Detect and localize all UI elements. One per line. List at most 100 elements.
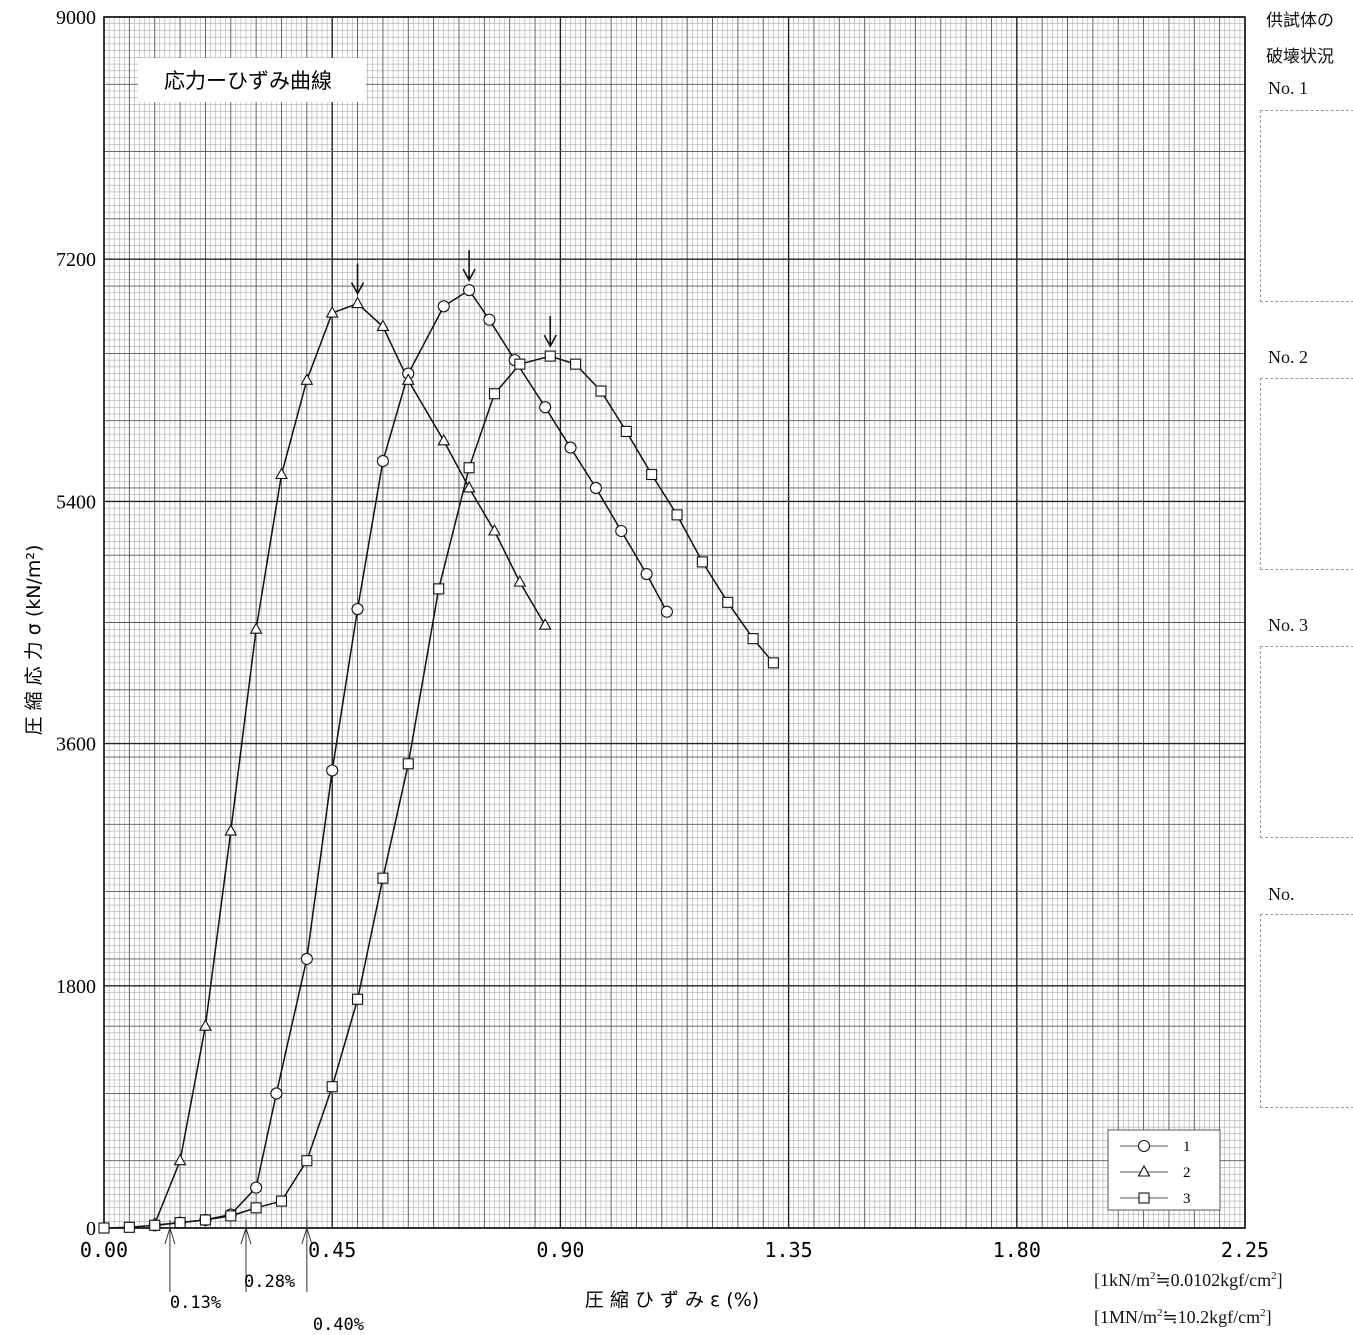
- panel-label-1: No. 1: [1268, 78, 1308, 98]
- point-marker-square: [747, 633, 759, 645]
- point-marker-triangle: [300, 373, 314, 385]
- legend-label: 2: [1183, 1165, 1191, 1181]
- point-marker-circle: [640, 568, 653, 581]
- point-marker-square: [149, 1219, 161, 1231]
- point-marker-triangle: [462, 480, 476, 493]
- x-tick-label: 0.45: [308, 1238, 356, 1262]
- point-marker-triangle: [224, 823, 238, 836]
- point-marker-square: [646, 468, 658, 481]
- x-tick-label: 2.25: [1221, 1238, 1269, 1262]
- point-marker-square: [174, 1217, 186, 1229]
- unit-note-1: [1kN/m2≒0.0102kgf/cm2]: [1094, 1270, 1283, 1290]
- intercept-arrow: [164, 1226, 176, 1245]
- point-marker-square: [514, 358, 526, 370]
- intercept-arrow: [301, 1226, 313, 1245]
- x-tick-label: 0.00: [80, 1238, 128, 1262]
- point-marker-triangle: [488, 523, 501, 536]
- point-marker-circle: [250, 1181, 263, 1194]
- point-marker-square: [402, 758, 414, 770]
- series-line-1: [154, 289, 668, 1227]
- point-marker-square: [352, 993, 364, 1005]
- x-tick-labels: 0.00 0.45 0.90 1.35 1.80 2.25: [80, 1238, 1269, 1262]
- legend-label: 1: [1183, 1139, 1191, 1155]
- point-marker-circle: [463, 284, 476, 297]
- y-axis-label: 圧 縮 応 力 σ (kN/m²): [23, 545, 45, 736]
- point-marker-circle: [300, 952, 313, 965]
- series-markers: [98, 284, 779, 1234]
- y-tick-label: 0: [86, 1218, 96, 1240]
- point-marker-square: [463, 462, 475, 474]
- peak-arrow-1: [462, 250, 476, 282]
- point-marker-square: [488, 388, 501, 400]
- point-marker-square: [767, 657, 779, 669]
- unit-note-2: [1MN/m2≒10.2kgf/cm2]: [1094, 1307, 1272, 1327]
- failure-panel-2: [1260, 378, 1353, 570]
- point-marker-square: [671, 509, 683, 521]
- point-marker-triangle: [351, 296, 364, 309]
- y-tick-label: 7200: [56, 249, 96, 271]
- point-marker-square: [620, 425, 632, 437]
- chart-title-box: [138, 58, 366, 102]
- point-marker-triangle: [513, 574, 527, 587]
- x-tick-label: 1.35: [765, 1238, 813, 1262]
- point-marker-circle: [539, 401, 552, 414]
- point-marker-triangle: [376, 319, 390, 332]
- y-tick-label: 1800: [56, 976, 96, 998]
- point-marker-square: [225, 1210, 237, 1222]
- point-marker-triangle: [249, 622, 263, 634]
- legend-marker-2: [1137, 1164, 1151, 1177]
- peak-arrows: [350, 250, 557, 348]
- point-marker-square: [570, 358, 582, 370]
- point-marker-circle: [564, 441, 577, 454]
- side-title-line1: 供試体の: [1266, 11, 1334, 30]
- x-tick-label: 0.90: [536, 1238, 584, 1262]
- point-marker-triangle: [401, 373, 415, 385]
- point-marker-triangle: [275, 467, 288, 480]
- x-axis-label: 圧 縮 ひ ず み ε (%): [585, 1289, 759, 1311]
- point-marker-circle: [437, 300, 450, 313]
- point-marker-triangle: [325, 305, 339, 318]
- intercept-arrow: [240, 1226, 252, 1245]
- point-marker-square: [544, 350, 556, 362]
- intercept-label: 0.13%: [170, 1293, 221, 1313]
- failure-panel-1: [1260, 110, 1353, 302]
- point-marker-square: [595, 385, 607, 397]
- point-marker-circle: [660, 605, 673, 618]
- peak-arrow-3: [543, 316, 557, 348]
- point-marker-square: [98, 1222, 110, 1234]
- legend-marker-3: [1138, 1192, 1150, 1204]
- y-tick-label: 9000: [56, 7, 96, 29]
- point-marker-square: [722, 596, 734, 608]
- legend: 1 2 3: [1107, 1129, 1221, 1211]
- failure-panel-4: [1260, 914, 1353, 1108]
- point-marker-triangle: [538, 618, 552, 630]
- peak-arrow-2: [350, 263, 365, 296]
- point-marker-circle: [376, 454, 389, 468]
- point-marker-square: [275, 1195, 288, 1207]
- point-marker-triangle: [437, 433, 451, 446]
- point-marker-square: [326, 1081, 338, 1093]
- point-marker-square: [250, 1202, 262, 1214]
- intercept-lines: 0.13% 0.28% 0.40%: [164, 1220, 364, 1335]
- point-marker-circle: [326, 764, 339, 777]
- y-tick-label: 3600: [56, 734, 96, 756]
- point-marker-triangle: [173, 1153, 187, 1166]
- series-line-2: [154, 302, 546, 1225]
- chart-title: 応力ーひずみ曲線: [164, 69, 332, 93]
- point-marker-circle: [589, 481, 602, 494]
- failure-panel-3: [1260, 646, 1353, 838]
- point-marker-square: [696, 556, 708, 568]
- point-marker-square: [377, 872, 389, 884]
- point-marker-square: [123, 1221, 135, 1233]
- panel-label-3: No. 3: [1268, 615, 1308, 635]
- legend-label: 3: [1183, 1191, 1191, 1207]
- point-marker-square: [199, 1214, 211, 1226]
- point-marker-square: [433, 583, 445, 595]
- intercept-label: 0.40%: [313, 1315, 364, 1335]
- plot-frame: [103, 16, 1246, 1229]
- point-marker-circle: [483, 313, 496, 326]
- point-marker-square: [301, 1155, 313, 1167]
- panel-label-2: No. 2: [1268, 347, 1308, 367]
- point-marker-circle: [615, 524, 628, 538]
